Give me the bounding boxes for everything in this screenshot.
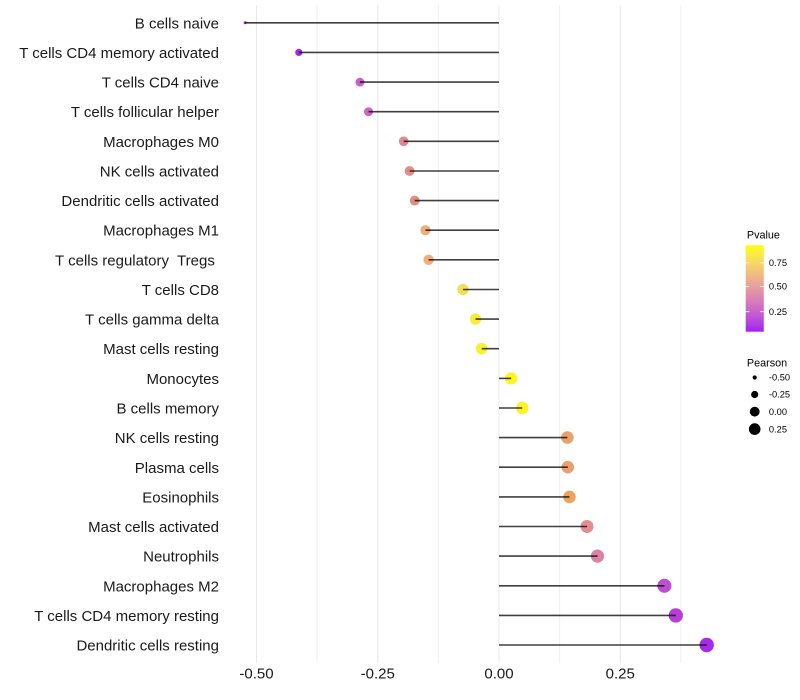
svg-text:Dendritic cells activated: Dendritic cells activated [61,193,219,210]
svg-text:Mast cells activated: Mast cells activated [88,519,219,536]
svg-text:0.00: 0.00 [769,407,787,417]
svg-text:NK cells resting: NK cells resting [115,430,219,447]
svg-text:0.25: 0.25 [769,307,787,317]
svg-text:T cells gamma delta: T cells gamma delta [85,312,220,329]
svg-text:T cells CD4 memory resting: T cells CD4 memory resting [34,608,219,625]
svg-text:Eosinophils: Eosinophils [142,489,219,506]
svg-text:T cells CD4 memory activated: T cells CD4 memory activated [19,45,219,62]
svg-text:Plasma cells: Plasma cells [135,460,219,477]
svg-text:Neutrophils: Neutrophils [143,549,219,566]
svg-text:-0.50: -0.50 [769,373,790,383]
svg-text:T cells follicular helper: T cells follicular helper [71,104,219,121]
svg-text:-0.25: -0.25 [361,666,395,683]
svg-text:0.25: 0.25 [606,666,635,683]
svg-text:-0.25: -0.25 [769,390,790,400]
svg-text:Mast cells resting: Mast cells resting [103,341,219,358]
svg-text:Dendritic cells resting: Dendritic cells resting [76,638,219,655]
svg-text:Monocytes: Monocytes [146,371,219,388]
svg-text:B cells naive: B cells naive [135,15,219,32]
svg-text:0.25: 0.25 [769,424,787,434]
svg-text:0.00: 0.00 [484,666,513,683]
svg-text:Pvalue: Pvalue [747,230,780,242]
svg-text:B cells memory: B cells memory [116,401,219,418]
svg-text:Macrophages M2: Macrophages M2 [103,578,219,595]
svg-text:T cells CD8: T cells CD8 [142,282,219,299]
svg-text:T cells CD4 naive: T cells CD4 naive [102,75,219,92]
svg-text:Macrophages M0: Macrophages M0 [103,134,219,151]
svg-text:0.75: 0.75 [769,258,787,268]
svg-text:NK cells activated: NK cells activated [100,164,219,181]
svg-text:0.50: 0.50 [769,282,787,292]
svg-text:-0.50: -0.50 [239,666,273,683]
svg-text:Pearson: Pearson [747,357,787,369]
svg-text:Macrophages M1: Macrophages M1 [103,223,219,240]
svg-text:T cells regulatory Tregs: T cells regulatory Tregs [55,252,219,269]
